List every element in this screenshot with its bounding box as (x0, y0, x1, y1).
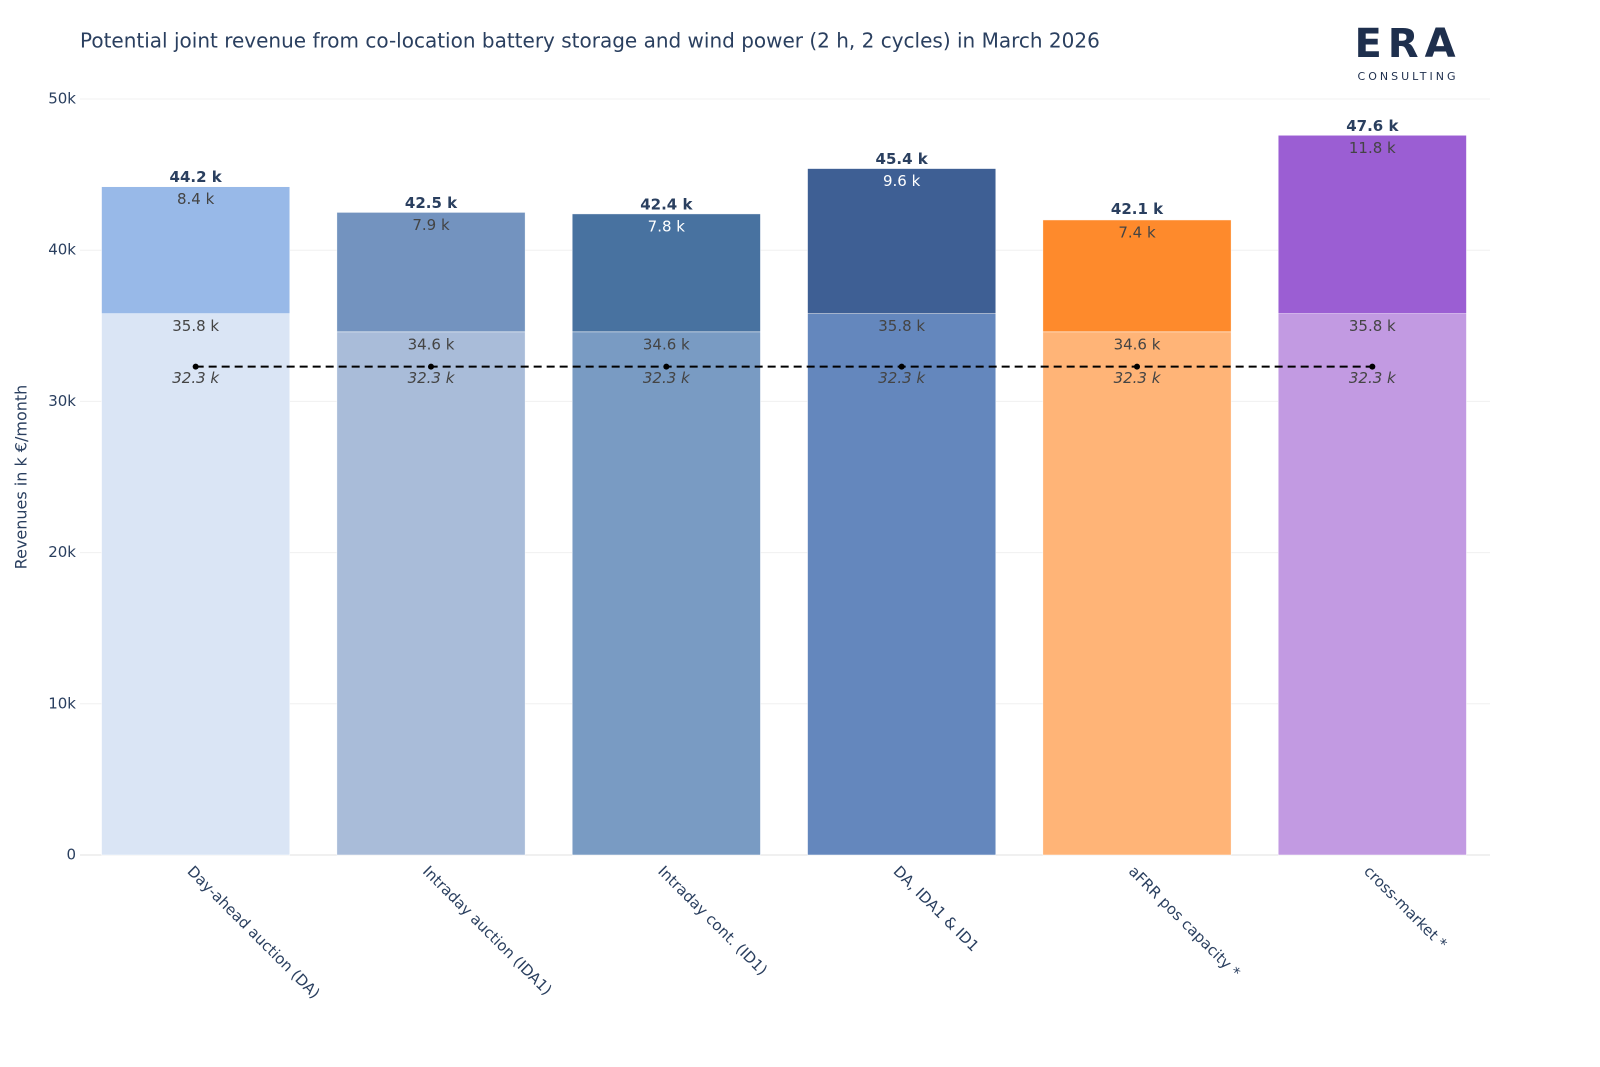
total-label: 42.4 k (640, 195, 693, 213)
bar-value-label: 9.6 k (883, 172, 921, 190)
x-tick-label: DA, IDA1 & ID1 (890, 862, 983, 955)
reference-point (1369, 363, 1376, 370)
reference-point (898, 363, 905, 370)
x-tick-label: aFRR pos capacity * (1125, 862, 1244, 981)
x-tick-label: cross-market * (1360, 862, 1451, 953)
y-tick-label: 20k (48, 543, 76, 561)
total-label: 45.4 k (876, 150, 929, 168)
bar-segment (1277, 313, 1467, 856)
y-tick-label: 50k (48, 90, 76, 108)
reference-label: 32.3 k (1114, 369, 1162, 387)
y-tick-label: 0 (66, 846, 76, 864)
bar-segment (807, 168, 997, 314)
logo-text: ERA (1354, 21, 1461, 67)
bar-value-label: 34.6 k (1114, 335, 1161, 353)
x-tick-label: Intraday auction (IDA1) (419, 862, 556, 999)
y-tick-label: 40k (48, 241, 76, 259)
bar-segment (807, 313, 997, 856)
bar-value-label: 35.8 k (878, 317, 925, 335)
total-label: 44.2 k (170, 168, 223, 186)
chart-title: Potential joint revenue from co-location… (80, 29, 1100, 53)
reference-label: 32.3 k (408, 369, 456, 387)
reference-label: 32.3 k (878, 369, 926, 387)
total-label: 42.5 k (405, 194, 458, 212)
bar-segment (336, 331, 526, 856)
bar-value-label: 34.6 k (408, 335, 455, 353)
bar-value-label: 35.8 k (1349, 317, 1396, 335)
bar-segment (1042, 219, 1232, 333)
total-label: 47.6 k (1346, 117, 1399, 135)
bar-value-label: 35.8 k (172, 317, 219, 335)
bar-segment (1042, 331, 1232, 856)
reference-label: 32.3 k (172, 369, 220, 387)
bar-segment (101, 186, 291, 314)
bar-value-label: 7.8 k (648, 217, 686, 235)
reference-point (663, 363, 670, 370)
y-tick-label: 10k (48, 694, 76, 712)
y-tick-label: 30k (48, 392, 76, 410)
bar-segment (101, 313, 291, 856)
reference-point (1134, 363, 1140, 370)
total-label: 42.1 k (1111, 200, 1164, 218)
bar-value-label: 7.4 k (1118, 223, 1156, 241)
bar-value-label: 7.9 k (412, 216, 450, 234)
logo-subtext: CONSULTING (1358, 70, 1459, 83)
bar-value-label: 8.4 k (177, 190, 215, 208)
y-axis-label: Revenues in k €/month (12, 385, 31, 570)
bar-segment (571, 213, 761, 333)
reference-point (192, 363, 199, 370)
reference-label: 32.3 k (643, 369, 691, 387)
reference-label: 32.3 k (1349, 369, 1397, 387)
bar-value-label: 11.8 k (1349, 139, 1396, 157)
x-tick-label: Intraday cont. (ID1) (654, 862, 771, 979)
bar-segment (336, 212, 526, 333)
bar-segment (571, 331, 761, 856)
bar-value-label: 34.6 k (643, 335, 690, 353)
reference-point (428, 363, 434, 370)
x-tick-label: Day-ahead auction (DA) (184, 862, 324, 1002)
bar-segment (1277, 135, 1467, 314)
